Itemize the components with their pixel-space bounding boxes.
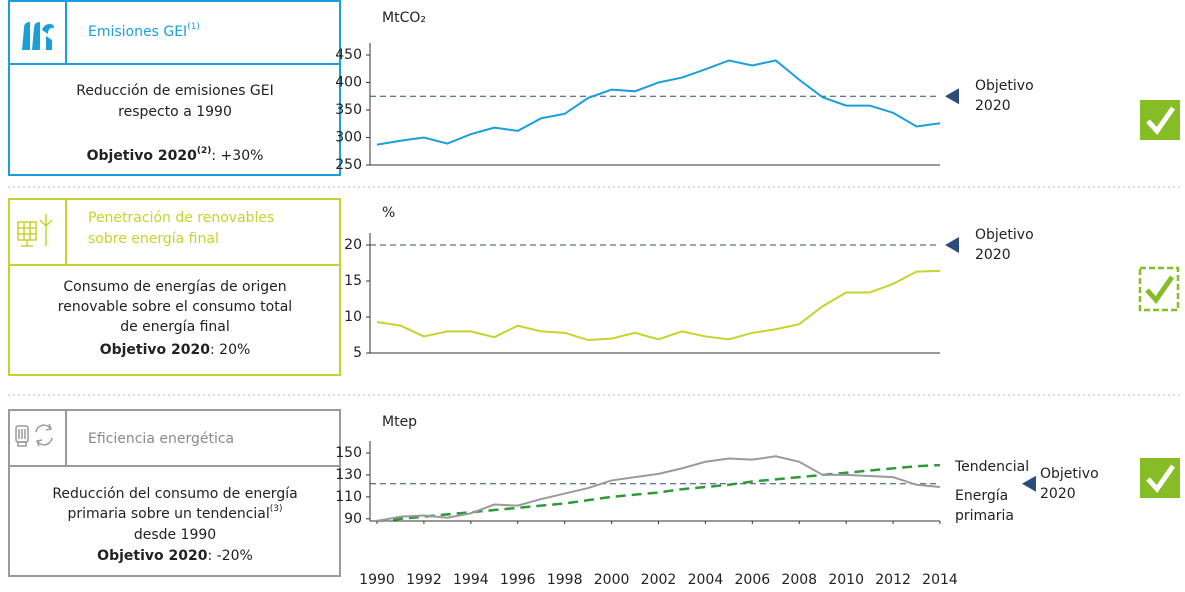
y-axis-label: MtCO₂	[382, 10, 426, 26]
x-tick-label: 2012	[875, 572, 911, 588]
target-value: : -20%	[207, 548, 252, 564]
target-value: : 20%	[210, 342, 250, 358]
y-tick-label: 15	[344, 273, 362, 289]
panel-title: sobre energía final	[88, 231, 219, 247]
y-tick-label: 110	[335, 489, 362, 505]
data-line	[376, 269, 941, 342]
data-line	[376, 455, 941, 522]
panel-description: renovable sobre el consumo total	[58, 299, 292, 315]
panel-title: Emisiones GEI(1)	[88, 22, 200, 41]
panel-description: Reducción del consumo de energía	[52, 486, 297, 502]
series-label: Tendencial	[955, 459, 1030, 475]
factory-icon	[20, 22, 54, 50]
panel-target: Objetivo 2020: -20%	[97, 548, 253, 564]
target-marker	[945, 237, 959, 253]
x-tick-label: 2004	[688, 572, 724, 588]
target-annotation: Objetivo 2020	[975, 78, 1034, 115]
y-axis-label: %	[382, 205, 395, 221]
y-tick-label: 400	[335, 75, 362, 91]
panel-title: Penetración de renovables	[88, 210, 274, 226]
description-note: (3)	[270, 504, 283, 514]
y-axis-label: Mtep	[382, 414, 417, 430]
x-tick-label: 1992	[406, 572, 442, 588]
y-tick-label: 250	[335, 157, 362, 173]
x-tick-label: 1998	[547, 572, 583, 588]
check-achieved	[1140, 100, 1180, 140]
panel-title: Eficiencia energética	[88, 431, 234, 447]
data-line	[376, 463, 941, 523]
y-tick-label: 300	[335, 130, 362, 146]
description-text: primaria sobre un tendencial	[67, 506, 269, 522]
panel-renewables: Penetración de renovables sobre energía …	[8, 198, 341, 376]
panel-target: Objetivo 2020(2): +30%	[87, 146, 264, 165]
data-line	[376, 59, 941, 146]
solar-wind-icon	[17, 214, 53, 247]
panel-border	[8, 409, 341, 577]
panel-title-note: (1)	[187, 22, 200, 32]
x-tick-label: 2008	[781, 572, 817, 588]
target-label: Objetivo 2020	[87, 148, 198, 164]
panel-description: desde 1990	[134, 527, 216, 543]
y-tick-label: 20	[344, 237, 362, 253]
y-tick-label: 450	[335, 47, 362, 63]
check-achieved	[1140, 458, 1180, 498]
panel-emissions: Emisiones GEI(1) Reducción de emisiones …	[8, 0, 341, 176]
x-tick-label: 2002	[641, 572, 677, 588]
panel-target: Objetivo 2020: 20%	[100, 342, 251, 358]
x-tick-label: 2010	[828, 572, 864, 588]
bulb-recycle-icon	[15, 423, 53, 447]
target-label: Objetivo 2020	[100, 342, 211, 358]
target-annotation: Objetivo 2020	[975, 227, 1034, 263]
x-tick-label: 2000	[594, 572, 630, 588]
y-tick-label: 150	[335, 445, 362, 461]
target-label: Objetivo 2020	[97, 548, 208, 564]
x-tick-label: 1996	[500, 572, 536, 588]
panel-description: respecto a 1990	[118, 104, 232, 120]
panel-description: Consumo de energías de origen	[63, 279, 286, 295]
panel-border	[8, 198, 341, 376]
y-tick-label: 90	[344, 511, 362, 527]
y-tick-label: 350	[335, 102, 362, 118]
panel-description: Reducción de emisiones GEI	[76, 83, 274, 99]
panel-border	[8, 0, 341, 176]
target-note: (2)	[197, 146, 212, 156]
panel-description: de energía final	[120, 319, 230, 335]
y-tick-label: 10	[344, 309, 362, 325]
x-tick-label: 1994	[453, 572, 489, 588]
panel-description: primaria sobre un tendencial(3)	[67, 504, 282, 523]
target-annotation: Objetivo 2020	[1040, 465, 1099, 502]
y-tick-label: 5	[353, 345, 362, 361]
check-partial	[1138, 266, 1180, 312]
x-tick-label: 2006	[735, 572, 771, 588]
x-tick-label: 2014	[922, 572, 958, 588]
target-marker	[945, 88, 959, 105]
target-value: : +30%	[211, 148, 263, 164]
x-tick-label: 1990	[359, 572, 395, 588]
series-label: Energía primaria	[955, 488, 1014, 524]
panel-efficiency: Eficiencia energética Reducción del cons…	[8, 409, 341, 577]
y-tick-label: 130	[335, 467, 362, 483]
target-marker	[1022, 475, 1036, 492]
panel-title-text: Emisiones GEI	[88, 24, 187, 40]
